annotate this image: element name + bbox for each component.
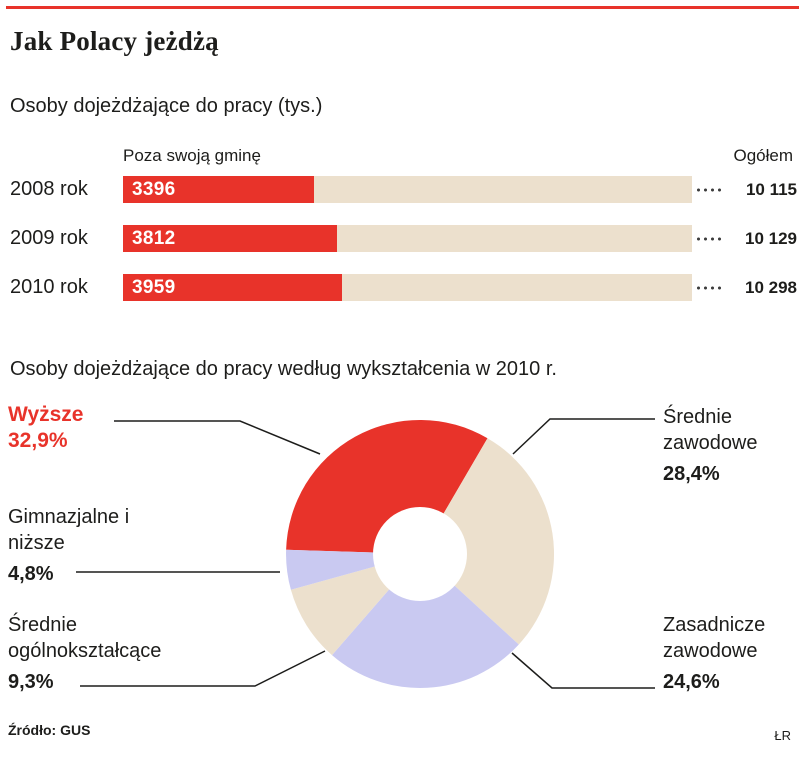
source-label: Źródło: GUS (8, 722, 91, 738)
bar-total-label: 10 115 (745, 179, 797, 199)
top-red-rule (6, 6, 799, 9)
pie-segment-srednie-zawodowe (420, 438, 555, 645)
bar-fill: 3959 (123, 274, 342, 301)
pie-label-pct: 32,9% (8, 429, 68, 452)
pie-label-text: Średnie zawodowe (663, 406, 758, 454)
pie-label-text: Zasadnicze zawodowe (663, 614, 766, 662)
bar-total-label: 10 129 (745, 228, 797, 248)
pie-label-wyzsze: Wyższe 32,9% (8, 402, 128, 453)
credit-label: ŁR (774, 728, 791, 743)
bar-track: 3396 (123, 176, 692, 203)
bar-track: 3959 (123, 274, 692, 301)
pie-donut-hole (373, 507, 467, 601)
pie-label-gimnazjalne-i-nizsze: Gimnazjalne i niższe 4,8% (8, 504, 163, 587)
bar-track: 3812 (123, 225, 692, 252)
dotted-leader (695, 233, 721, 244)
page-title: Jak Polacy jeżdżą (10, 26, 219, 56)
pie-label-srednie-ogolnoksztalcace: Średnie ogólnokształcące 9,3% (8, 612, 223, 695)
leader-line-zasadnicze-zawodowe (511, 652, 655, 689)
bar-value-label: 3396 (132, 178, 176, 200)
bar-year-label: 2008 rok (10, 178, 88, 200)
bar-fill: 3396 (123, 176, 314, 203)
bar-row-2010: 2010 rok 3959 10 298 (10, 274, 797, 301)
bar-value-label: 3959 (132, 276, 176, 298)
pie-label-text: Wyższe (8, 403, 84, 426)
pie-segment-zasadnicze-zawodowe (332, 554, 519, 689)
pie-label-pct: 24,6% (663, 671, 720, 693)
bar-chart-title: Osoby dojeżdżające do pracy (tys.) (10, 95, 323, 117)
leader-line-wyzsze (114, 420, 321, 455)
leader-line-srednie-zawodowe (512, 418, 655, 455)
bar-fill: 3812 (123, 225, 338, 252)
pie-label-pct: 9,3% (8, 671, 54, 693)
bar-chart: 2008 rok 3396 10 115 2009 rok 3812 10 12… (10, 176, 797, 323)
pie-chart-title: Osoby dojeżdżające do pracy według wyksz… (10, 358, 557, 380)
pie-label-text: Średnie ogólnokształcące (8, 614, 162, 662)
bar-row-2009: 2009 rok 3812 10 129 (10, 225, 797, 252)
bar-total-label: 10 298 (745, 277, 797, 297)
dotted-leader (695, 184, 721, 195)
bar-year-label: 2010 rok (10, 276, 88, 298)
leader-line-srednie-ogolnoksztalcace (80, 650, 326, 687)
bar-col-right-label: Ogółem (733, 146, 793, 165)
bar-col-left-label: Poza swoją gminę (123, 146, 261, 165)
dotted-leader (695, 282, 721, 293)
pie-label-srednie-zawodowe: Średnie zawodowe 28,4% (663, 404, 795, 487)
pie-label-zasadnicze-zawodowe: Zasadnicze zawodowe 24,6% (663, 612, 795, 695)
pie-label-text: Gimnazjalne i niższe (8, 506, 130, 554)
pie-label-pct: 28,4% (663, 463, 720, 485)
bar-year-label: 2009 rok (10, 227, 88, 249)
pie-label-pct: 4,8% (8, 563, 54, 585)
bar-row-2008: 2008 rok 3396 10 115 (10, 176, 797, 203)
pie-donut-svg (76, 418, 655, 689)
pie-chart: Wyższe 32,9% Średnie zawodowe 28,4% Zasa… (0, 392, 805, 722)
bar-value-label: 3812 (132, 227, 176, 249)
